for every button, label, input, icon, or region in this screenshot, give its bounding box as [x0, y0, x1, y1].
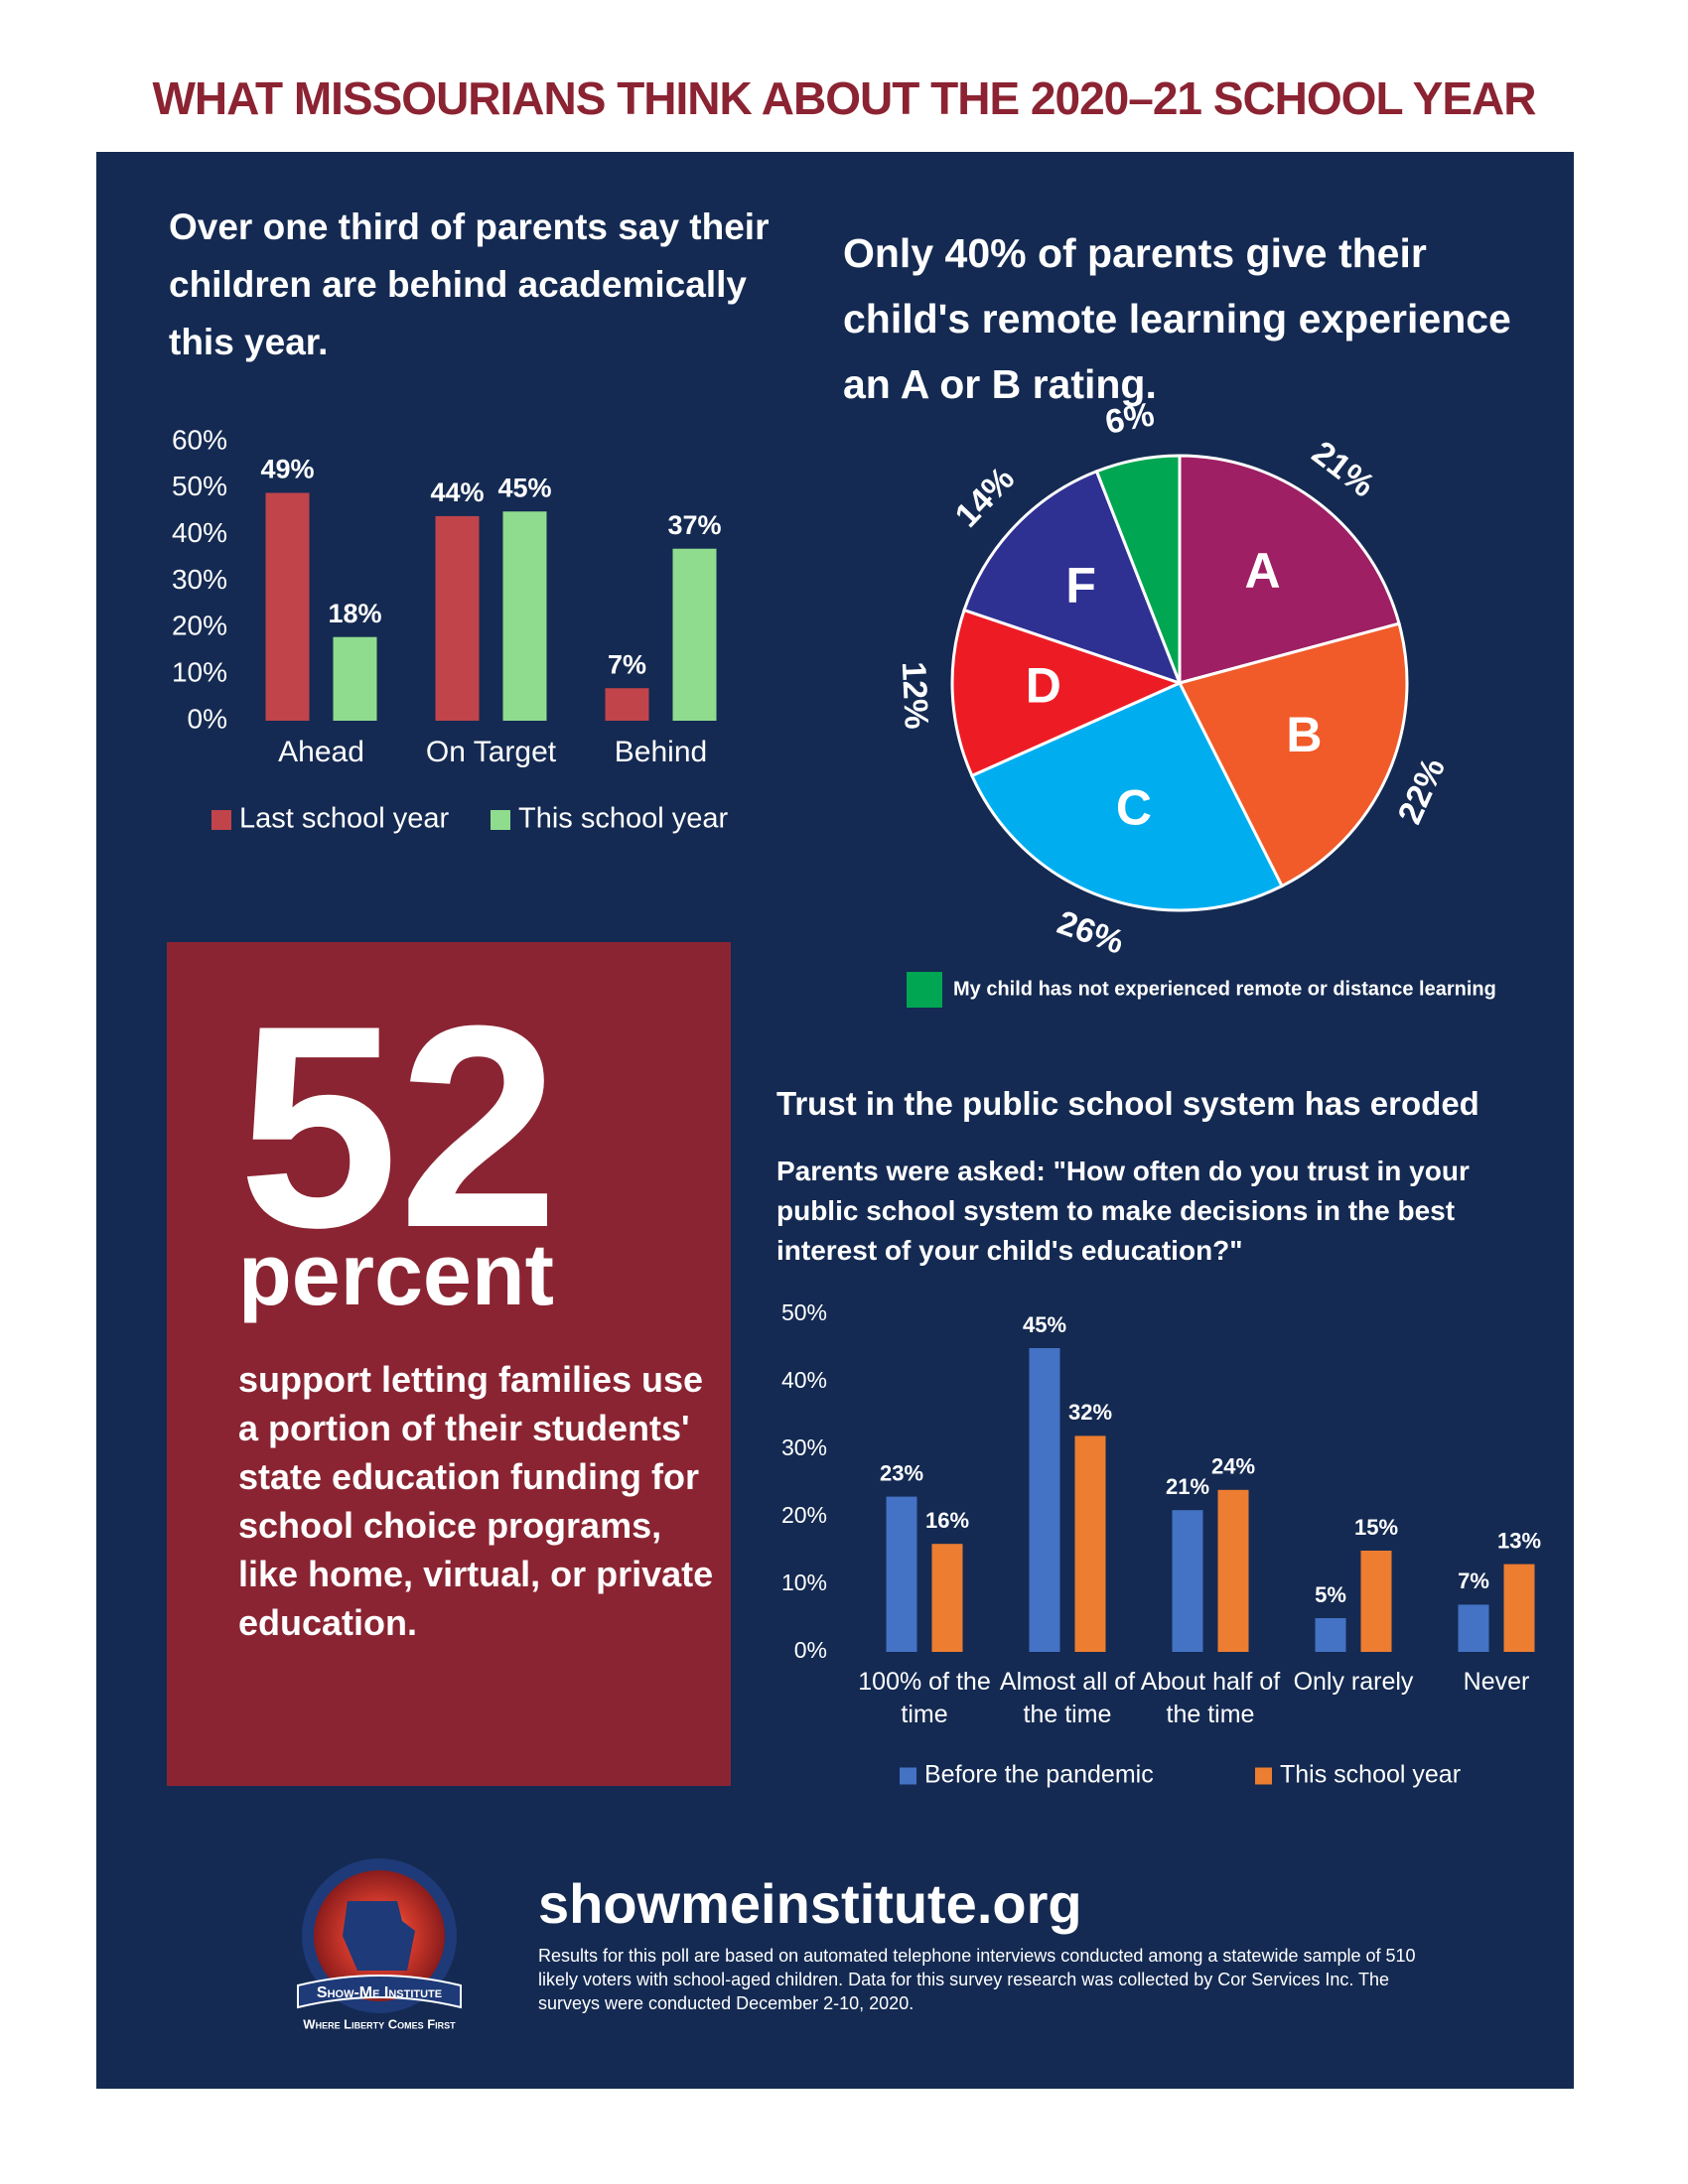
x-tick-label: Ahead [278, 736, 364, 768]
pie-slice [962, 469, 1183, 686]
pie-slice [1177, 621, 1409, 888]
legend-label: Last school year [239, 803, 450, 835]
callout-unit: percent [238, 1225, 554, 1323]
bar [605, 688, 649, 721]
value-label: 23% [880, 1460, 923, 1485]
x-tick-label: Never [1463, 1668, 1530, 1696]
y-tick-label: 30% [781, 1434, 827, 1460]
bar [886, 1496, 917, 1652]
value-label: 49% [260, 455, 314, 484]
x-tick-label: Behind [615, 736, 707, 768]
legend-swatch [211, 810, 231, 830]
legend-swatch [900, 1767, 916, 1785]
bar [1172, 1510, 1203, 1652]
pie-slice [969, 681, 1285, 912]
bar [1360, 1551, 1392, 1652]
value-label: 13% [1497, 1528, 1541, 1553]
value-label: 32% [1068, 1400, 1112, 1425]
slice-label: F [1065, 557, 1096, 613]
value-label: 45% [1023, 1312, 1066, 1337]
footer-note: Results for this poll are based on autom… [538, 1946, 1416, 2013]
value-label: 5% [1315, 1582, 1346, 1607]
logo-banner [297, 1975, 462, 2009]
callout-text: support letting families use a portion o… [238, 1359, 714, 1643]
bar [265, 492, 310, 721]
legend-label: This school year [518, 803, 728, 835]
bar [1074, 1435, 1106, 1652]
x-tick-label: About half of the time [1140, 1668, 1281, 1728]
value-label: 37% [667, 510, 721, 540]
slice-label: D [1026, 658, 1061, 714]
y-tick-label: 10% [781, 1570, 827, 1595]
value-label: 15% [1354, 1515, 1398, 1540]
chart-title: Only 40% of parents give their child's r… [843, 230, 1511, 407]
value-label: 12% [895, 661, 935, 731]
value-label: 44% [430, 478, 484, 507]
value-label: 18% [328, 599, 381, 628]
bar [435, 515, 480, 721]
y-tick-label: 60% [172, 424, 227, 455]
x-tick-label: 100% of the time [858, 1668, 991, 1728]
value-label: 7% [1458, 1569, 1489, 1593]
chart-subtitle: Parents were asked: "How often do you tr… [776, 1156, 1470, 1266]
y-tick-label: 30% [172, 564, 227, 595]
logo-tagline: Where Liberty Comes First [303, 2016, 456, 2031]
chart-title: Trust in the public school system has er… [776, 1085, 1479, 1122]
y-tick-label: 50% [172, 471, 227, 501]
bar [502, 511, 547, 721]
callout-box [167, 942, 731, 1786]
y-tick-label: 40% [781, 1367, 827, 1393]
bar [1503, 1564, 1535, 1652]
bar [672, 548, 717, 721]
legend-label: This school year [1280, 1761, 1461, 1789]
value-label: 24% [1211, 1454, 1255, 1479]
pie-slice [1094, 454, 1182, 684]
bar [1029, 1348, 1060, 1652]
bar [333, 636, 377, 721]
bar [931, 1544, 963, 1652]
pie-slice [950, 608, 1185, 778]
slice-label: A [1244, 543, 1280, 599]
page-title: WHAT MISSOURIANS THINK ABOUT THE 2020–21… [152, 72, 1537, 124]
value-label: 6% [1102, 395, 1157, 441]
bar [1217, 1489, 1249, 1652]
slice-label: C [1116, 780, 1152, 836]
legend-swatch [907, 972, 942, 1008]
logo-state [343, 1901, 415, 1971]
x-tick-label: Only rarely [1293, 1668, 1414, 1696]
footer-url: showmeinstitute.org [538, 1872, 1082, 1935]
value-label: 16% [925, 1508, 969, 1533]
value-label: 21% [1166, 1474, 1209, 1499]
value-label: 45% [497, 473, 551, 502]
chart-title: Over one third of parents say their chil… [169, 206, 770, 362]
legend-swatch [1255, 1767, 1272, 1785]
slice-label: B [1286, 707, 1322, 762]
bar [1315, 1618, 1346, 1652]
x-tick-label: On Target [426, 736, 557, 768]
legend-swatch [491, 810, 510, 830]
legend-label: My child has not experienced remote or d… [953, 978, 1496, 1000]
callout-number: 52 [238, 966, 559, 1288]
y-tick-label: 20% [781, 1502, 827, 1528]
logo-name: Show-Me Institute [317, 1984, 442, 2001]
y-tick-label: 20% [172, 611, 227, 641]
value-label: 7% [608, 649, 646, 679]
y-tick-label: 10% [172, 657, 227, 688]
y-tick-label: 50% [781, 1299, 827, 1325]
bar [1458, 1604, 1489, 1652]
pie-slice [1178, 454, 1401, 685]
legend-label: Before the pandemic [924, 1761, 1154, 1789]
y-tick-label: 40% [172, 517, 227, 548]
y-tick-label: 0% [188, 703, 227, 734]
x-tick-label: Almost all of the time [999, 1668, 1136, 1728]
y-tick-label: 0% [794, 1637, 827, 1663]
